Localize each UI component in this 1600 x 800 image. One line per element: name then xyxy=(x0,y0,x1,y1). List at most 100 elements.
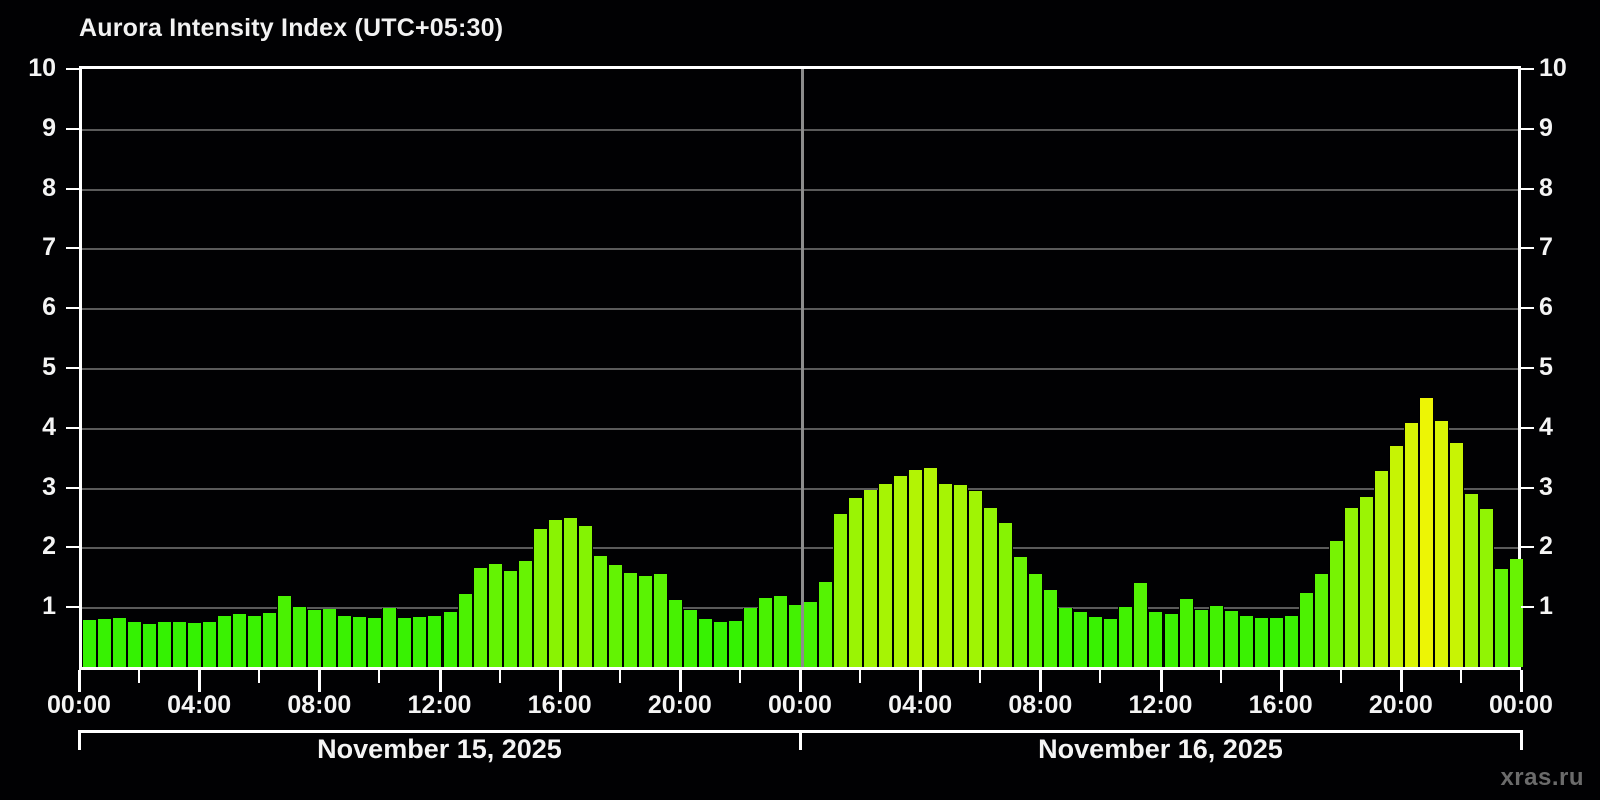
y-axis-tick-right-10 xyxy=(1521,68,1534,70)
bar xyxy=(968,491,984,667)
bar xyxy=(1283,615,1299,667)
bar xyxy=(337,615,353,667)
bar xyxy=(532,529,548,667)
x-axis-tick-34h xyxy=(1099,670,1102,683)
x-axis-label-2: 08:00 xyxy=(287,691,352,719)
bar xyxy=(562,517,578,667)
bar xyxy=(1463,493,1479,667)
bar xyxy=(157,622,173,667)
x-axis-tick-36h xyxy=(1159,670,1163,692)
y-axis-tick-right-2 xyxy=(1521,546,1534,549)
x-axis-tick-6h xyxy=(258,670,261,683)
x-axis-tick-22h xyxy=(738,670,741,683)
bar xyxy=(893,475,909,667)
x-axis-tick-46h xyxy=(1459,670,1462,683)
bar xyxy=(742,608,758,667)
x-axis-label-3: 12:00 xyxy=(407,691,472,719)
y-axis-tick-right-4 xyxy=(1521,426,1534,429)
bar xyxy=(878,484,894,667)
bar xyxy=(352,616,368,667)
bar xyxy=(97,619,113,667)
x-axis-tick-38h xyxy=(1219,670,1222,683)
gridline-2 xyxy=(82,547,1518,550)
x-axis-tick-32h xyxy=(1039,670,1043,692)
bar xyxy=(818,582,834,667)
y-axis-label-right-8: 8 xyxy=(1539,173,1553,202)
x-axis-label-7: 04:00 xyxy=(888,691,953,719)
bar xyxy=(1448,443,1464,667)
bar xyxy=(1103,619,1119,667)
bar xyxy=(637,576,653,667)
y-axis-label-left-9: 9 xyxy=(42,113,56,142)
x-axis-tick-30h xyxy=(979,670,982,683)
bar xyxy=(1388,445,1404,667)
bar xyxy=(1433,420,1449,667)
bar xyxy=(772,596,788,667)
bar xyxy=(1163,614,1179,667)
y-axis-tick-left-9 xyxy=(66,127,79,130)
y-axis-tick-left-10 xyxy=(66,68,79,70)
x-axis-tick-44h xyxy=(1399,670,1403,692)
bar xyxy=(697,619,713,667)
bar xyxy=(1358,497,1374,667)
x-axis-label-0: 00:00 xyxy=(47,691,111,719)
bar xyxy=(682,609,698,667)
bar-series xyxy=(82,69,1524,667)
x-axis-tick-28h xyxy=(919,670,923,692)
bar xyxy=(833,513,849,667)
y-axis-tick-right-6 xyxy=(1521,307,1534,310)
bar xyxy=(322,609,338,667)
bar xyxy=(1193,609,1209,667)
bar xyxy=(232,614,248,667)
y-axis-tick-left-6 xyxy=(66,307,79,310)
gridline-7 xyxy=(82,248,1518,251)
bar xyxy=(1208,606,1224,667)
bar xyxy=(607,565,623,667)
gridline-4 xyxy=(82,427,1518,430)
bar xyxy=(427,616,443,667)
bar xyxy=(1238,615,1254,667)
plot-bottom-axis xyxy=(79,667,1521,670)
day-label-0: November 15, 2025 xyxy=(317,734,562,764)
y-axis-label-left-4: 4 xyxy=(42,412,56,441)
watermark: xras.ru xyxy=(1500,764,1584,791)
x-axis-label-10: 16:00 xyxy=(1248,691,1313,719)
y-axis-label-right-9: 9 xyxy=(1539,113,1553,142)
y-axis-tick-left-5 xyxy=(66,367,79,369)
bar xyxy=(712,621,728,667)
x-axis-label-12: 00:00 xyxy=(1489,691,1553,719)
bar xyxy=(367,617,383,667)
page-title: Aurora Intensity Index (UTC+05:30) xyxy=(79,14,504,42)
plot-top-axis xyxy=(79,66,1521,69)
bar xyxy=(82,620,98,667)
y-axis-label-right-10: 10 xyxy=(1539,54,1567,82)
bar xyxy=(1118,607,1134,667)
day-panel-tick-2 xyxy=(1520,730,1523,750)
y-axis-label-left-2: 2 xyxy=(42,532,56,561)
bar xyxy=(1058,608,1074,667)
bar xyxy=(1298,592,1314,667)
bar xyxy=(1493,568,1509,667)
y-axis-tick-left-7 xyxy=(66,247,79,250)
y-axis-label-left-1: 1 xyxy=(42,592,56,621)
x-axis-label-1: 04:00 xyxy=(167,691,232,719)
day-divider-line xyxy=(801,69,804,667)
bar xyxy=(923,468,939,667)
bar xyxy=(803,602,819,667)
bar xyxy=(127,622,143,667)
bar xyxy=(1343,507,1359,667)
bar xyxy=(908,469,924,667)
bar xyxy=(1253,617,1269,667)
y-axis-label-right-3: 3 xyxy=(1539,472,1553,501)
bar xyxy=(382,608,398,667)
y-axis-label-right-4: 4 xyxy=(1539,412,1553,441)
x-axis-tick-40h xyxy=(1279,670,1283,692)
x-axis-tick-0h xyxy=(78,670,81,692)
bar xyxy=(292,607,308,667)
y-axis-tick-right-7 xyxy=(1521,247,1534,250)
y-axis-tick-right-3 xyxy=(1521,486,1534,489)
x-axis-tick-24h xyxy=(799,670,802,692)
bar xyxy=(412,616,428,667)
gridline-8 xyxy=(82,188,1518,191)
